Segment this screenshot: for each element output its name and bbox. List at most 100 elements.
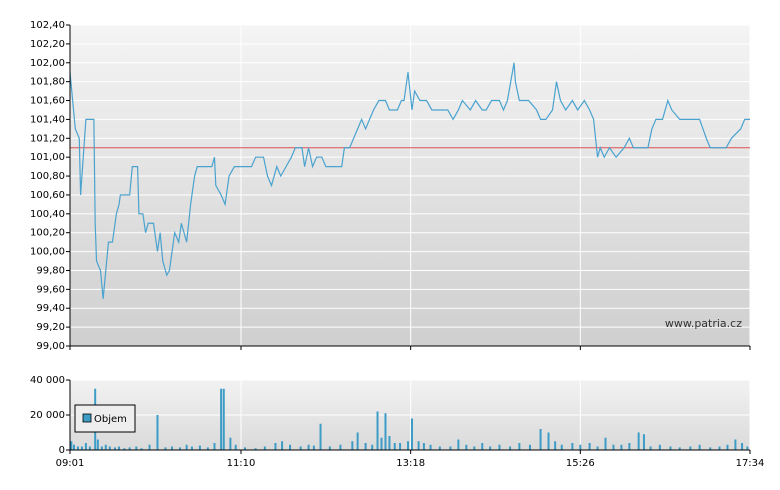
volume-bar [649, 446, 652, 450]
volume-bar [571, 443, 574, 450]
volume-bar [274, 443, 277, 450]
legend-label: Objem [94, 414, 127, 425]
volume-bar [604, 437, 607, 450]
volume-bar [307, 444, 310, 450]
volume-bar [384, 413, 387, 450]
y-tick-label: 100,60 [30, 190, 65, 201]
volume-bar [171, 446, 174, 450]
y-tick-label: 99,80 [36, 265, 65, 276]
volume-bar [417, 441, 420, 450]
volume-bar [612, 444, 615, 450]
volume-bar [689, 446, 692, 450]
volume-bar [579, 444, 582, 450]
volume-bar [669, 446, 672, 450]
volume-bar [70, 441, 73, 450]
volume-bar [213, 443, 216, 450]
y-tick-label: 102,00 [30, 58, 65, 69]
volume-bar [179, 447, 182, 450]
volume-bar [100, 446, 103, 450]
volume-bar [319, 423, 322, 450]
y-tick-label: 100,20 [30, 228, 65, 239]
volume-bar [560, 444, 563, 450]
volume-bar [190, 446, 193, 450]
volume-bar [339, 444, 342, 450]
volume-bar [80, 446, 83, 450]
volume-bar [289, 444, 292, 450]
volume-bar [596, 446, 599, 450]
volume-bar [554, 441, 557, 450]
x-tick-label: 11:10 [227, 458, 256, 469]
volume-bar [84, 443, 87, 450]
volume-bar [422, 443, 425, 450]
volume-bar [465, 444, 468, 450]
volume-bar [351, 441, 354, 450]
y-tick-label: 100,40 [30, 209, 65, 220]
volume-bar [642, 434, 645, 450]
volume-bar [734, 439, 737, 450]
volume-bar [547, 432, 550, 450]
volume-bar [678, 447, 681, 450]
y-tick-label: 101,60 [30, 96, 65, 107]
volume-bar [709, 447, 712, 450]
volume-bar [118, 446, 121, 450]
y-tick-label: 99,60 [36, 284, 65, 295]
volume-bar [356, 432, 359, 450]
volume-bar [229, 437, 232, 450]
volume-bar [164, 447, 167, 450]
volume-bar [140, 448, 143, 450]
volume-bar [380, 437, 383, 450]
volume-bar [328, 446, 331, 450]
volume-bar [76, 446, 79, 450]
volume-bar [449, 446, 452, 450]
y-tick-label: 20 000 [30, 410, 65, 421]
volume-bar [498, 444, 501, 450]
volume-bar [457, 439, 460, 450]
volume-bar [206, 447, 209, 450]
x-tick-label: 17:34 [736, 458, 765, 469]
volume-bar [135, 446, 138, 450]
volume-bar [410, 418, 413, 450]
volume-bar [299, 446, 302, 450]
y-tick-label: 100,00 [30, 247, 65, 258]
y-tick-label: 40 000 [30, 375, 65, 386]
volume-bar [518, 443, 521, 450]
price-plot-area [70, 25, 750, 346]
volume-bar [128, 447, 131, 450]
volume-bar [364, 443, 367, 450]
volume-bar [388, 436, 391, 450]
volume-bar [88, 446, 91, 450]
volume-bar [658, 444, 661, 450]
volume-bar [407, 441, 410, 450]
volume-bar [588, 443, 591, 450]
volume-bar [399, 443, 402, 450]
x-tick-label: 13:18 [396, 458, 425, 469]
volume-bar [114, 447, 117, 450]
volume-bar [746, 446, 749, 450]
x-tick-label: 15:26 [566, 458, 595, 469]
volume-bar [620, 444, 623, 450]
volume-bar [481, 443, 484, 450]
volume-bar [148, 444, 151, 450]
y-tick-label: 102,20 [30, 39, 65, 50]
volume-bar [393, 443, 396, 450]
volume-bar [489, 446, 492, 450]
y-tick-label: 101,40 [30, 114, 65, 125]
volume-bar [222, 388, 225, 450]
volume-bar [438, 446, 441, 450]
volume-bar [72, 444, 75, 450]
volume-bar [376, 411, 379, 450]
volume-bar [539, 429, 542, 450]
y-tick-label: 101,20 [30, 133, 65, 144]
volume-bar [198, 445, 201, 450]
volume-bar [718, 446, 721, 450]
watermark: www.patria.cz [665, 317, 742, 330]
volume-bar [220, 388, 223, 450]
volume-bar [156, 415, 159, 450]
y-tick-label: 99,00 [36, 341, 65, 352]
volume-bar [108, 446, 111, 450]
volume-bar [628, 443, 631, 450]
volume-bar [473, 446, 476, 450]
volume-bar [263, 446, 266, 450]
volume-bar [726, 444, 729, 450]
